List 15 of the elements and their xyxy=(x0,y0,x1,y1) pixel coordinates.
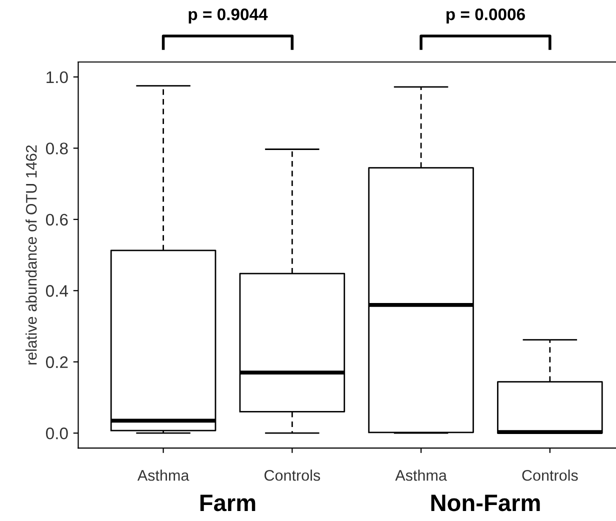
y-tick-label: 0.6 xyxy=(46,214,68,226)
y-tick-label: 0.8 xyxy=(46,142,68,154)
x-tick-label: Asthma xyxy=(395,470,447,481)
x-tick-label: Controls xyxy=(264,470,320,481)
y-tick-label: 0.4 xyxy=(46,285,68,297)
y-axis-title: relative abundance of OTU 1462 xyxy=(26,145,37,364)
x-tick-label: Controls xyxy=(522,470,578,481)
text: p = 0.0006 xyxy=(446,8,525,24)
text: Farm xyxy=(200,494,256,512)
text: p = 0.9044 xyxy=(188,8,268,24)
y-tick-label: 0.0 xyxy=(46,428,68,440)
y-tick-label: 0.2 xyxy=(46,356,68,368)
text: Non-Farm xyxy=(431,494,540,512)
x-tick-label: Asthma xyxy=(137,470,190,481)
y-tick-label: 1.0 xyxy=(46,71,68,84)
